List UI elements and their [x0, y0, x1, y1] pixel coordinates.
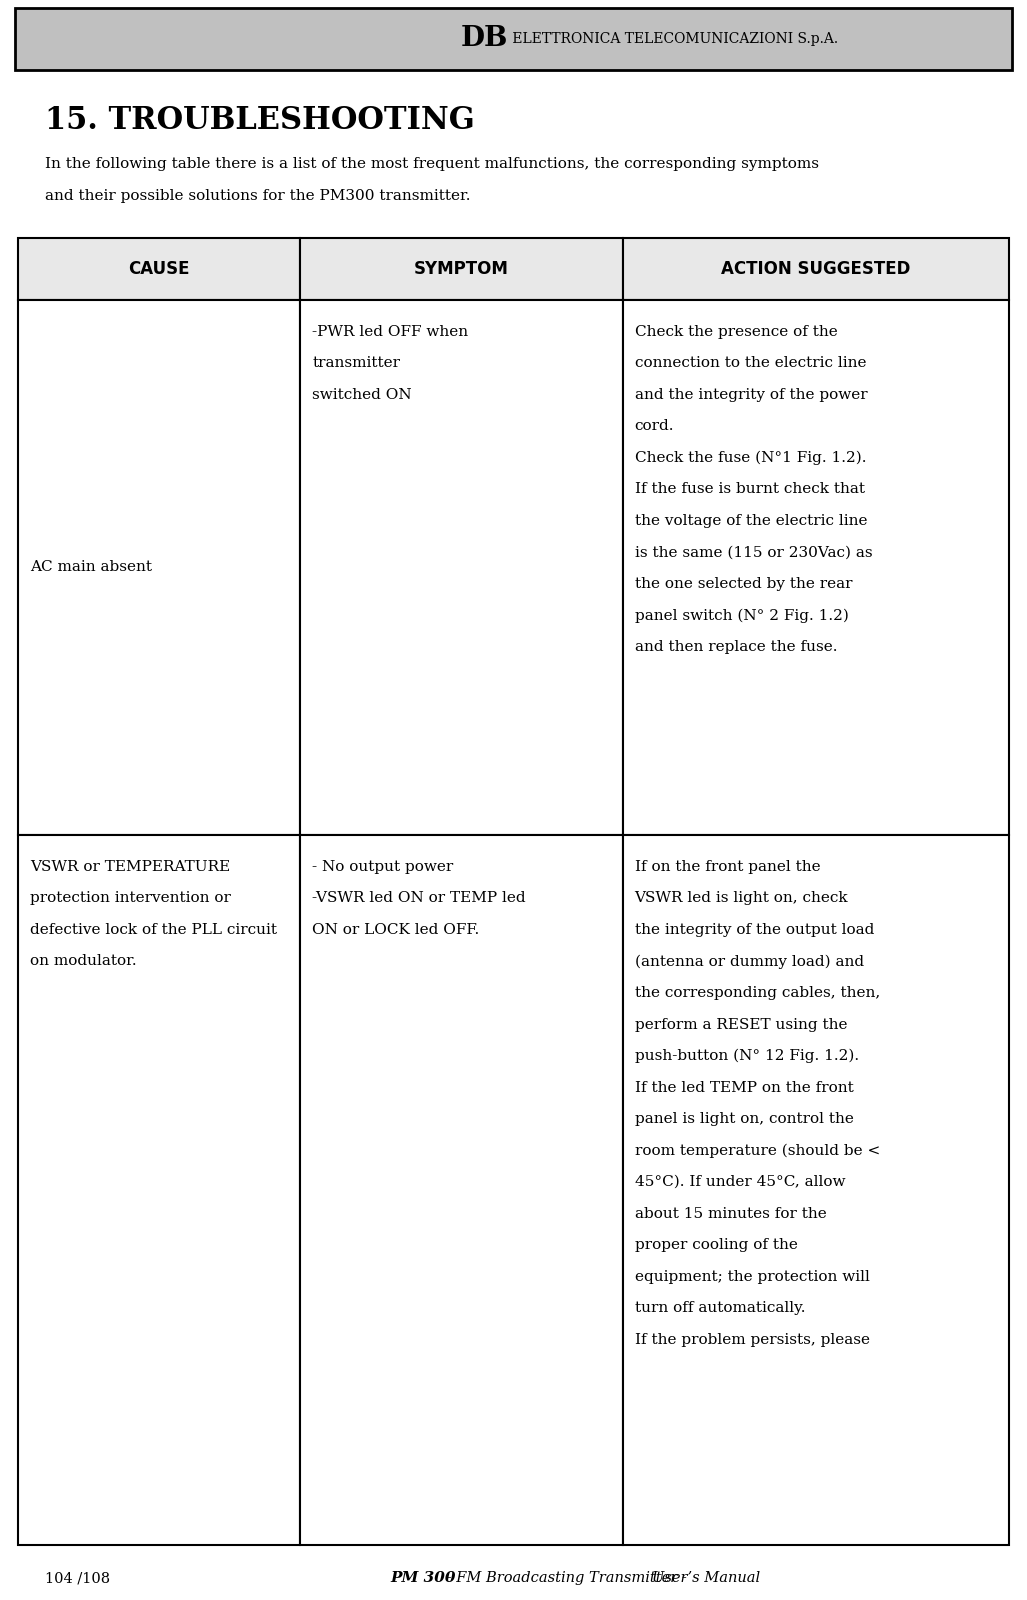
Text: room temperature (should be <: room temperature (should be < [635, 1144, 880, 1158]
Text: perform a RESET using the: perform a RESET using the [635, 1018, 847, 1032]
Bar [18, 835, 301, 1546]
Text: push-button (N° 12 Fig. 1.2).: push-button (N° 12 Fig. 1.2). [635, 1050, 859, 1064]
Text: If the fuse is burnt check that: If the fuse is burnt check that [635, 483, 865, 496]
Text: the one selected by the rear: the one selected by the rear [635, 578, 852, 590]
Text: VSWR or TEMPERATURE: VSWR or TEMPERATURE [30, 859, 230, 874]
Text: protection intervention or: protection intervention or [30, 891, 231, 906]
Text: AC main absent: AC main absent [30, 560, 152, 574]
Text: VSWR led is light on, check: VSWR led is light on, check [635, 891, 848, 906]
Text: switched ON: switched ON [312, 387, 412, 402]
Text: 104 /108: 104 /108 [45, 1571, 110, 1586]
Bar [18, 238, 301, 299]
Text: is the same (115 or 230Vac) as: is the same (115 or 230Vac) as [635, 546, 872, 560]
Text: and their possible solutions for the PM300 transmitter.: and their possible solutions for the PM3… [45, 189, 470, 203]
Text: If the problem persists, please: If the problem persists, please [635, 1333, 870, 1347]
Text: proper cooling of the: proper cooling of the [635, 1238, 797, 1253]
Bar [622, 299, 1009, 835]
Text: the integrity of the output load: the integrity of the output load [635, 923, 874, 938]
Text: - No output power: - No output power [312, 859, 454, 874]
Text: In the following table there is a list of the most frequent malfunctions, the co: In the following table there is a list o… [45, 157, 819, 171]
Text: ON or LOCK led OFF.: ON or LOCK led OFF. [312, 923, 480, 938]
Text: DB: DB [461, 26, 508, 53]
Bar [622, 835, 1009, 1546]
Text: CAUSE: CAUSE [128, 259, 190, 278]
Text: Check the fuse (N°1 Fig. 1.2).: Check the fuse (N°1 Fig. 1.2). [635, 451, 866, 466]
Text: the corresponding cables, then,: the corresponding cables, then, [635, 986, 880, 1000]
Text: If the led TEMP on the front: If the led TEMP on the front [635, 1080, 853, 1094]
Text: If on the front panel the: If on the front panel the [635, 859, 821, 874]
Text: equipment; the protection will: equipment; the protection will [635, 1269, 870, 1283]
Text: defective lock of the PLL circuit: defective lock of the PLL circuit [30, 923, 277, 938]
Text: and then replace the fuse.: and then replace the fuse. [635, 640, 837, 654]
Text: User’s Manual: User’s Manual [652, 1571, 760, 1586]
Text: connection to the electric line: connection to the electric line [635, 357, 866, 371]
Text: SYMPTOM: SYMPTOM [414, 259, 509, 278]
Text: 45°C). If under 45°C, allow: 45°C). If under 45°C, allow [635, 1174, 845, 1189]
Text: (antenna or dummy load) and: (antenna or dummy load) and [635, 955, 864, 970]
Bar [301, 835, 622, 1546]
Bar [18, 299, 301, 835]
Text: cord.: cord. [635, 419, 674, 434]
Text: and the integrity of the power: and the integrity of the power [635, 387, 867, 402]
Bar [301, 299, 622, 835]
Text: on modulator.: on modulator. [30, 955, 137, 968]
Text: ACTION SUGGESTED: ACTION SUGGESTED [721, 259, 911, 278]
Text: - FM Broadcasting Transmitter -: - FM Broadcasting Transmitter - [443, 1571, 692, 1586]
Text: 15. TROUBLESHOOTING: 15. TROUBLESHOOTING [45, 106, 474, 136]
Bar [622, 238, 1009, 299]
Text: about 15 minutes for the: about 15 minutes for the [635, 1206, 827, 1221]
Text: -VSWR led ON or TEMP led: -VSWR led ON or TEMP led [312, 891, 526, 906]
Text: -PWR led OFF when: -PWR led OFF when [312, 325, 468, 339]
Bar [15, 8, 1012, 70]
Bar [301, 238, 622, 299]
Text: transmitter: transmitter [312, 357, 401, 371]
Text: the voltage of the electric line: the voltage of the electric line [635, 514, 867, 528]
Text: turn off automatically.: turn off automatically. [635, 1301, 805, 1315]
Text: PM 300: PM 300 [390, 1571, 456, 1586]
Text: Check the presence of the: Check the presence of the [635, 325, 837, 339]
Text: panel is light on, control the: panel is light on, control the [635, 1112, 853, 1126]
Text: panel switch (N° 2 Fig. 1.2): panel switch (N° 2 Fig. 1.2) [635, 608, 848, 622]
Text: ELETTRONICA TELECOMUNICAZIONI S.p.A.: ELETTRONICA TELECOMUNICAZIONI S.p.A. [508, 32, 839, 46]
